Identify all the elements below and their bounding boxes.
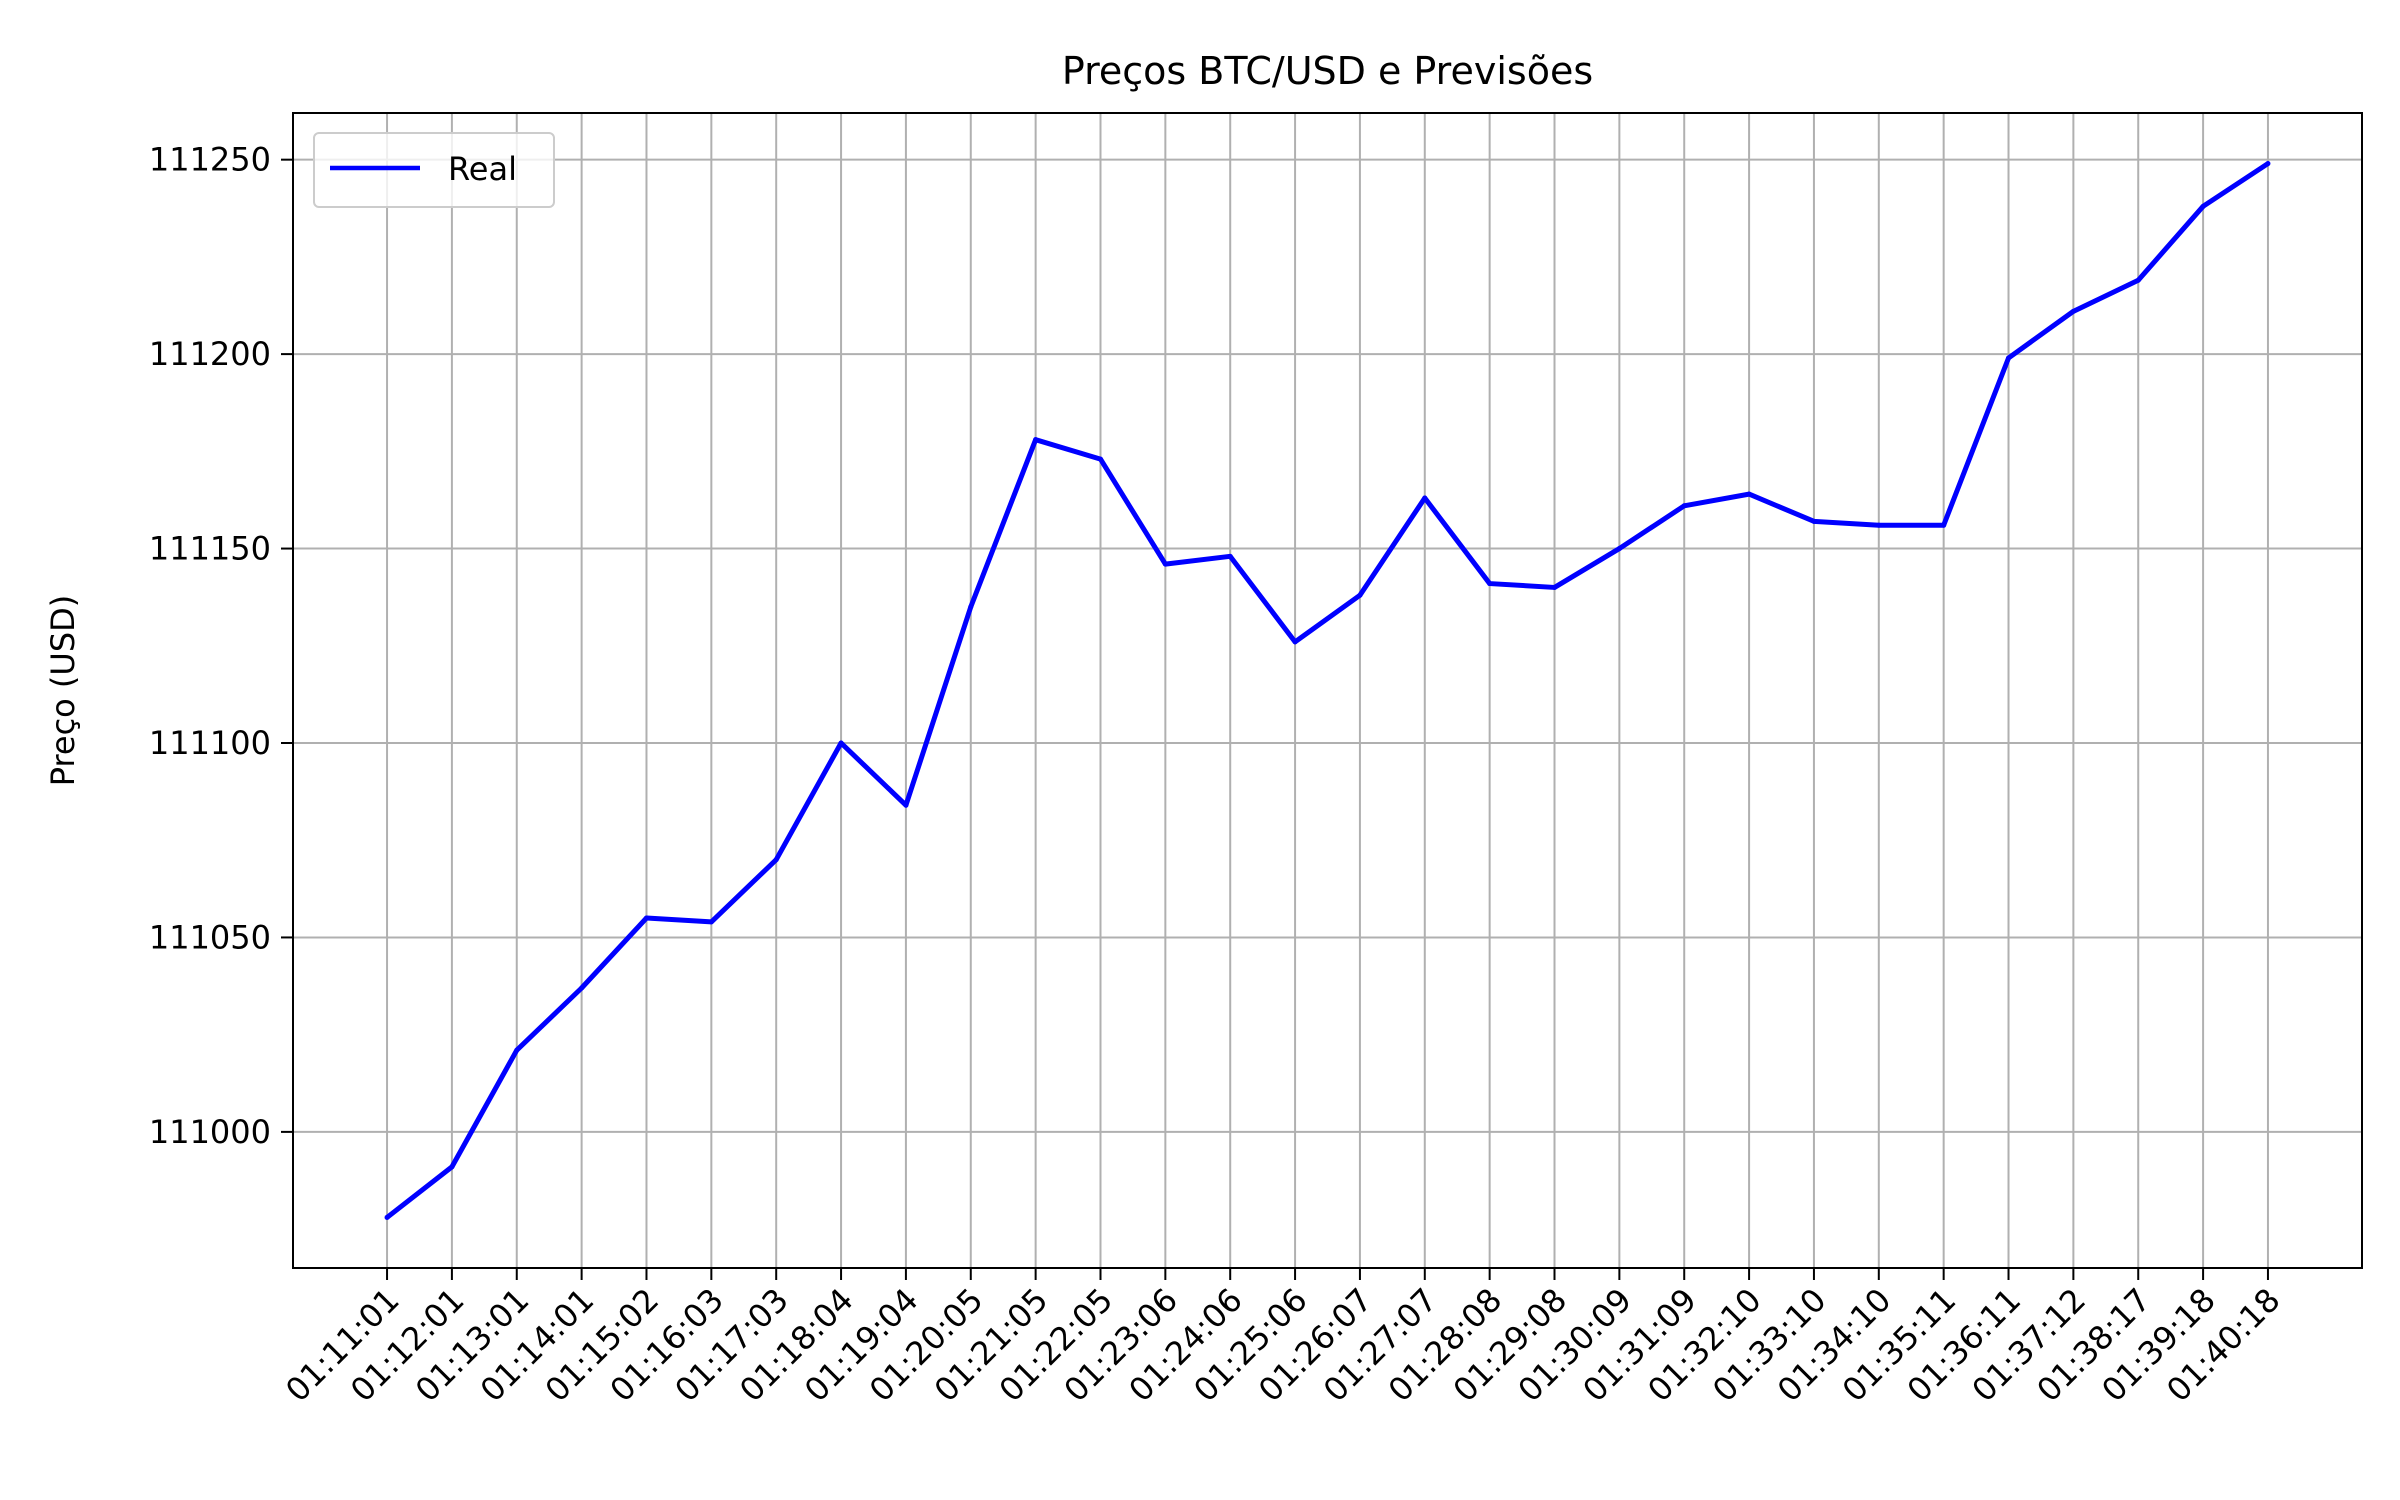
data-point bbox=[2200, 203, 2206, 209]
legend: Real bbox=[313, 132, 555, 208]
series-layer bbox=[384, 161, 2271, 1220]
data-point bbox=[1941, 522, 1947, 528]
y-tick-label: 111200 bbox=[149, 335, 271, 373]
y-tick-label: 111150 bbox=[149, 530, 271, 568]
data-point bbox=[1357, 592, 1363, 598]
data-point bbox=[1746, 491, 1752, 497]
data-point bbox=[449, 1164, 455, 1170]
data-point bbox=[1292, 639, 1298, 645]
data-point bbox=[2135, 277, 2141, 283]
y-tick-label: 111050 bbox=[149, 918, 271, 956]
data-point bbox=[1552, 584, 1558, 590]
y-tick-label: 111000 bbox=[149, 1113, 271, 1151]
chart-title: Preços BTC/USD e Previsões bbox=[1062, 49, 1593, 93]
data-point bbox=[579, 985, 585, 991]
series-line-real bbox=[385, 161, 2270, 1220]
data-point bbox=[514, 1047, 520, 1053]
data-point bbox=[968, 604, 974, 610]
data-point bbox=[1811, 518, 1817, 524]
y-tick-label: 111250 bbox=[149, 141, 271, 179]
data-point bbox=[838, 740, 844, 746]
grid-layer bbox=[293, 113, 2362, 1268]
y-axis-ticks: 111000 111050 111100 111150 111200 111250 bbox=[149, 141, 293, 1151]
data-point bbox=[2006, 355, 2012, 361]
data-point bbox=[1681, 503, 1687, 509]
y-tick-label: 111100 bbox=[149, 724, 271, 762]
y-axis-label: Preço (USD) bbox=[44, 595, 82, 787]
data-point bbox=[1227, 553, 1233, 559]
data-point bbox=[708, 919, 714, 925]
data-point bbox=[2070, 308, 2076, 314]
data-point bbox=[1162, 561, 1168, 567]
data-point bbox=[1876, 522, 1882, 528]
data-point bbox=[1033, 437, 1039, 443]
plot-frame bbox=[292, 112, 2363, 1269]
data-point bbox=[643, 915, 649, 921]
data-point bbox=[384, 1214, 390, 1220]
data-point bbox=[1616, 546, 1622, 552]
data-point bbox=[1097, 456, 1103, 462]
data-point bbox=[2265, 161, 2271, 167]
legend-box bbox=[313, 132, 555, 208]
data-point bbox=[903, 802, 909, 808]
legend-label-real: Real bbox=[448, 150, 517, 188]
data-point bbox=[1422, 495, 1428, 501]
data-point bbox=[773, 857, 779, 863]
x-axis-ticks: 01:11:0101:12:0101:13:0101:14:0101:15:02… bbox=[278, 1268, 2288, 1409]
data-point bbox=[1487, 581, 1493, 587]
